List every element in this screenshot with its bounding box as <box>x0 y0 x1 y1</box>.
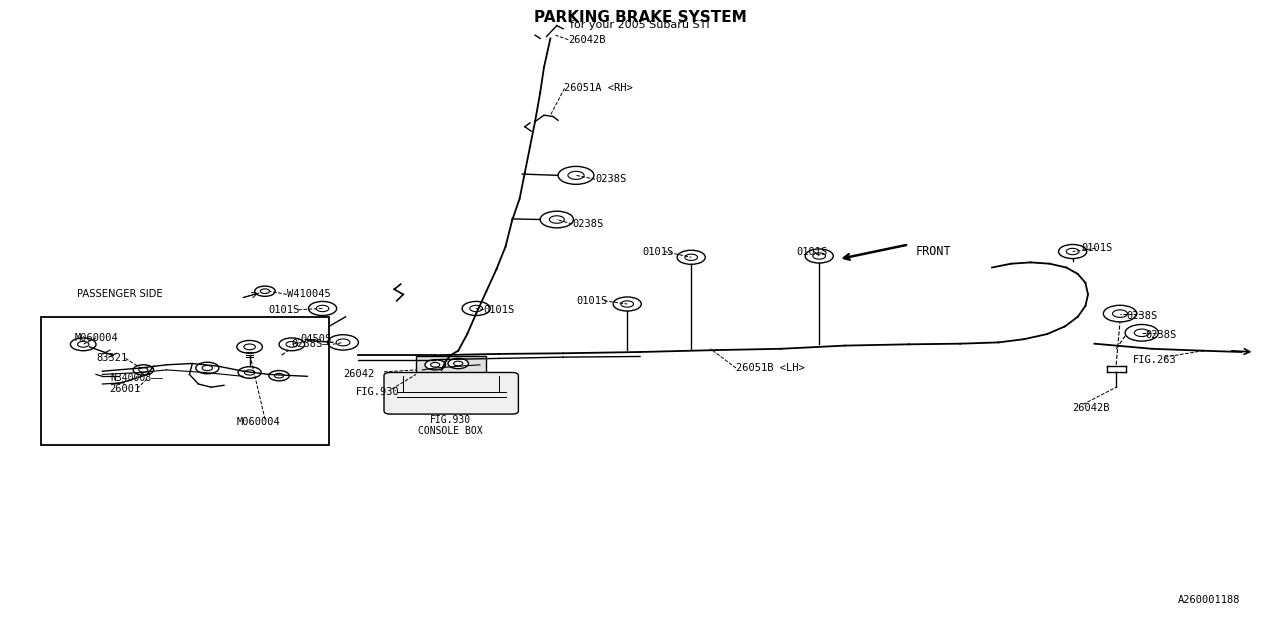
Circle shape <box>308 301 337 316</box>
Text: 0101S: 0101S <box>796 246 827 257</box>
Text: 0238S: 0238S <box>1126 310 1157 321</box>
Circle shape <box>328 335 358 350</box>
Text: 0238S: 0238S <box>572 219 603 229</box>
Text: 0101S: 0101S <box>1082 243 1112 253</box>
Text: 26051A <RH>: 26051A <RH> <box>564 83 634 93</box>
Text: W410045: W410045 <box>287 289 330 300</box>
Circle shape <box>279 338 305 351</box>
Text: FIG.930: FIG.930 <box>356 387 399 397</box>
Text: 26051B <LH>: 26051B <LH> <box>736 363 805 373</box>
Text: 0101S: 0101S <box>269 305 300 315</box>
Circle shape <box>237 340 262 353</box>
Text: M060004: M060004 <box>74 333 118 343</box>
Text: 0450S: 0450S <box>301 334 332 344</box>
Circle shape <box>269 371 289 381</box>
Text: 0101S: 0101S <box>576 296 607 306</box>
Circle shape <box>1125 324 1158 341</box>
Circle shape <box>805 249 833 263</box>
Text: 83321: 83321 <box>96 353 127 364</box>
Text: 0238S—: 0238S— <box>292 339 329 349</box>
Circle shape <box>196 362 219 374</box>
Text: 26042B: 26042B <box>568 35 605 45</box>
FancyBboxPatch shape <box>384 372 518 414</box>
Text: A260001188: A260001188 <box>1178 595 1240 605</box>
Circle shape <box>425 360 445 370</box>
Text: FIG.263: FIG.263 <box>1133 355 1176 365</box>
Circle shape <box>677 250 705 264</box>
Circle shape <box>540 211 573 228</box>
Circle shape <box>255 286 275 296</box>
Text: N340008——: N340008—— <box>110 372 163 383</box>
Circle shape <box>70 338 96 351</box>
Bar <box>416 356 486 374</box>
Text: FRONT: FRONT <box>915 245 951 258</box>
Text: PARKING BRAKE SYSTEM: PARKING BRAKE SYSTEM <box>534 10 746 24</box>
Circle shape <box>462 301 490 316</box>
Circle shape <box>133 365 154 375</box>
Text: 0238S: 0238S <box>1146 330 1176 340</box>
Text: 26001: 26001 <box>109 384 140 394</box>
Circle shape <box>1103 305 1137 322</box>
Circle shape <box>448 358 468 369</box>
Text: FIG.930
CONSOLE BOX: FIG.930 CONSOLE BOX <box>419 415 483 436</box>
Text: 0101S: 0101S <box>484 305 515 315</box>
Text: 0238S: 0238S <box>595 174 626 184</box>
Bar <box>41 317 329 445</box>
Circle shape <box>238 367 261 378</box>
Text: 26042B: 26042B <box>1073 403 1110 413</box>
Circle shape <box>1059 244 1087 259</box>
Circle shape <box>613 297 641 311</box>
Text: M060004: M060004 <box>237 417 280 428</box>
Circle shape <box>558 166 594 184</box>
Text: PASSENGER SIDE: PASSENGER SIDE <box>77 289 163 300</box>
Text: 26042: 26042 <box>343 369 374 380</box>
Text: for your 2005 Subaru STI: for your 2005 Subaru STI <box>570 20 710 31</box>
Text: 0101S: 0101S <box>643 246 673 257</box>
